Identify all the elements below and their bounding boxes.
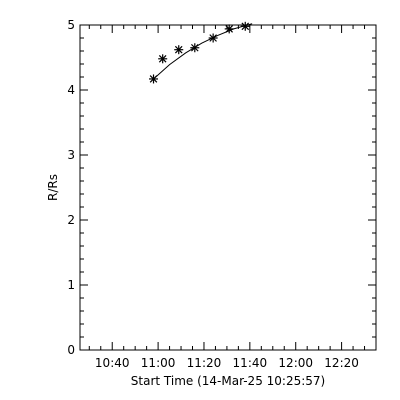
data-points [149, 21, 250, 84]
y-tick-label: 5 [67, 18, 75, 32]
y-tick-label: 2 [67, 213, 75, 227]
y-tick-label: 3 [67, 148, 75, 162]
tick-labels: 10:40 11:00 11:20 11:40 12:00 12:20 0 1 2 3 4 5 [67, 18, 359, 370]
data-point [149, 74, 159, 84]
y-axis-label: R/Rs [46, 174, 60, 201]
axis-ticks [80, 24, 377, 351]
x-tick-label: 11:40 [233, 356, 268, 370]
y-tick-label: 0 [67, 343, 75, 357]
x-axis-label: Start Time (14-Mar-25 10:25:57) [131, 374, 325, 388]
x-tick-label: 12:20 [324, 356, 359, 370]
data-point [240, 21, 250, 31]
data-point [208, 33, 218, 43]
fit-curve [153, 23, 253, 80]
x-tick-label: 11:00 [141, 356, 176, 370]
x-tick-label: 11:20 [187, 356, 222, 370]
plot-frame [79, 24, 377, 351]
data-point [158, 54, 168, 64]
data-point [190, 43, 200, 53]
plot-axes [79, 24, 377, 351]
y-tick-label: 4 [67, 83, 75, 97]
y-tick-label: 1 [67, 278, 75, 292]
x-tick-label: 12:00 [278, 356, 313, 370]
data-point [174, 45, 184, 55]
data-point [224, 24, 234, 34]
x-tick-label: 10:40 [95, 356, 130, 370]
